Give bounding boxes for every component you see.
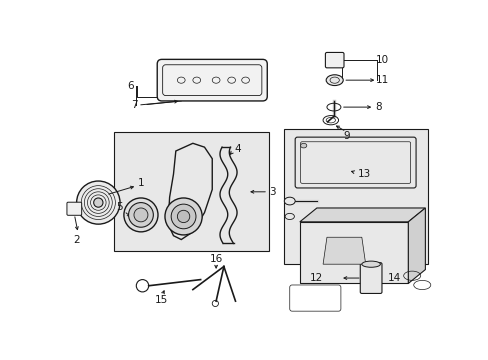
Circle shape <box>128 203 153 227</box>
Ellipse shape <box>325 75 343 86</box>
Text: 3: 3 <box>269 187 275 197</box>
Text: 8: 8 <box>375 102 382 112</box>
Text: 2: 2 <box>73 235 80 244</box>
Bar <box>284 130 427 264</box>
Circle shape <box>134 208 148 222</box>
FancyBboxPatch shape <box>67 202 81 215</box>
Circle shape <box>77 181 120 224</box>
Polygon shape <box>323 237 365 264</box>
Text: 15: 15 <box>155 294 168 305</box>
Bar <box>299 222 407 283</box>
Circle shape <box>123 198 158 232</box>
Text: 16: 16 <box>209 254 223 264</box>
FancyBboxPatch shape <box>360 263 381 293</box>
Ellipse shape <box>300 143 306 148</box>
Text: 11: 11 <box>375 75 388 85</box>
FancyBboxPatch shape <box>157 59 267 101</box>
Text: 9: 9 <box>342 131 349 141</box>
Text: 1: 1 <box>137 178 144 188</box>
Text: 4: 4 <box>234 144 241 154</box>
Circle shape <box>94 198 103 207</box>
Polygon shape <box>299 208 425 222</box>
Bar <box>114 132 268 251</box>
Circle shape <box>171 204 196 229</box>
Ellipse shape <box>284 197 295 205</box>
Text: 12: 12 <box>309 273 323 283</box>
Polygon shape <box>168 143 212 239</box>
Polygon shape <box>407 208 425 283</box>
Text: 10: 10 <box>375 55 388 65</box>
Circle shape <box>177 210 189 222</box>
Text: 13: 13 <box>358 169 371 179</box>
Text: 7: 7 <box>131 100 138 110</box>
Text: 6: 6 <box>127 81 134 91</box>
Circle shape <box>164 198 202 235</box>
FancyBboxPatch shape <box>325 53 343 68</box>
Text: 14: 14 <box>387 273 400 283</box>
Ellipse shape <box>361 261 380 267</box>
Text: 5: 5 <box>116 202 122 212</box>
